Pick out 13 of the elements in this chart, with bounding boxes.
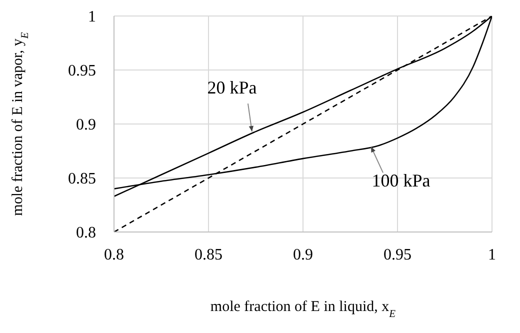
y-tick-label: 0.85 [68,170,96,188]
x-tick-label: 0.8 [104,246,124,264]
x-tick-label: 0.95 [384,246,412,264]
y-tick-label: 0.9 [76,116,96,134]
x-tick-label: 0.9 [293,246,313,264]
x-axis-title: mole fraction of E in liquid, x$_{E}$ [210,299,396,320]
annotation: 100 kPa [372,170,430,191]
annotation: 20 kPa [207,78,257,98]
y-tick-label: 1 [88,8,96,26]
y-tick-label: 0.8 [76,224,96,242]
y-tick-label: 0.95 [68,62,96,80]
x-tick-label: 1 [488,246,496,264]
x-tick-label: 0.85 [194,246,222,264]
